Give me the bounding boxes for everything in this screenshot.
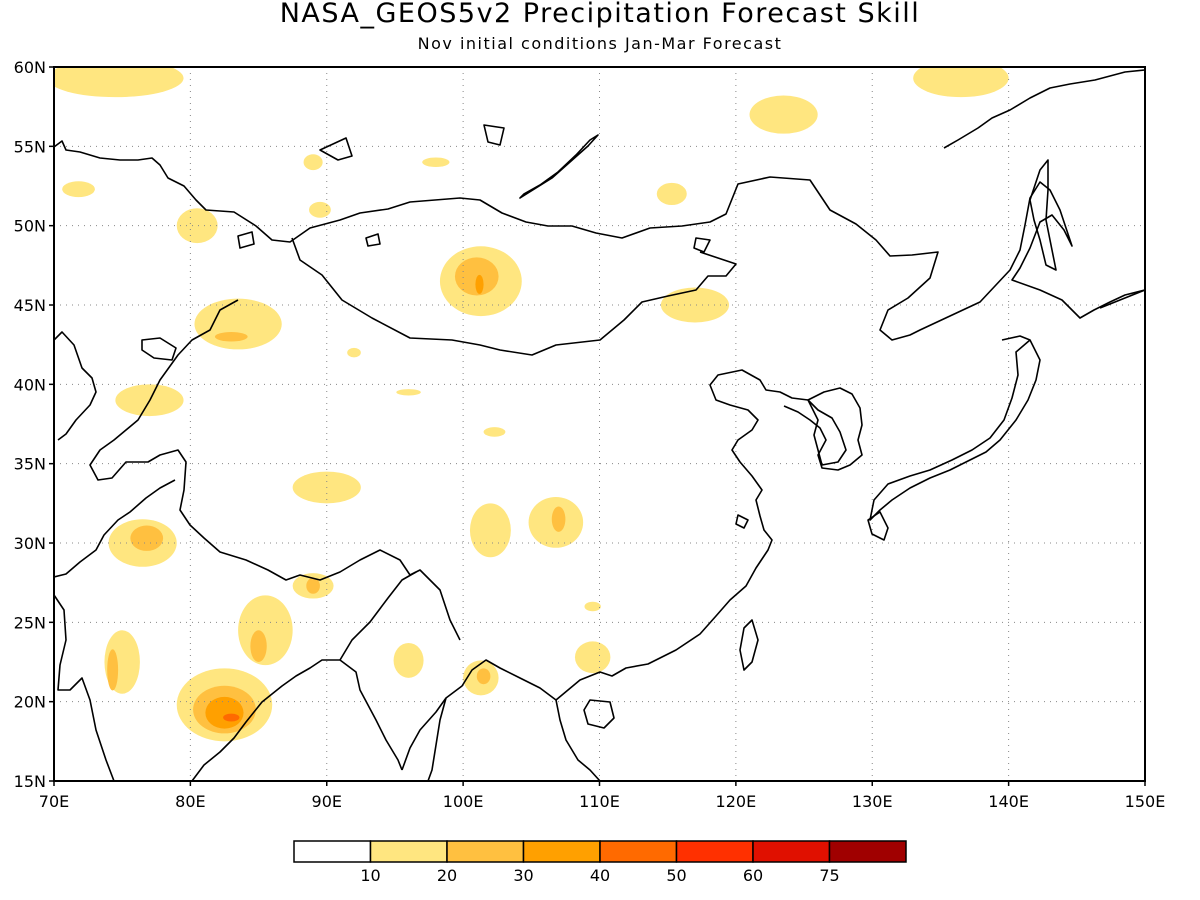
lon-tick-label: 80E bbox=[175, 792, 205, 811]
skill-region-level-2 bbox=[306, 577, 320, 594]
colorbar-label: 40 bbox=[590, 866, 610, 885]
skill-region-level-1 bbox=[309, 201, 331, 218]
axis-ticks: 70E 80E 90E 100E 110E 120E 130E 140E 150E 15N 20N 2… bbox=[14, 58, 1166, 811]
colorbar: 10 20 30 40 50 60 75 bbox=[293, 840, 907, 885]
skill-region-level-1 bbox=[469, 503, 511, 558]
colorbar-swatch bbox=[675, 840, 754, 863]
lon-tick-label: 150E bbox=[1125, 792, 1166, 811]
colorbar-swatch bbox=[522, 840, 601, 863]
lat-tick-label: 45N bbox=[14, 296, 46, 315]
lat-tick-label: 60N bbox=[14, 58, 46, 77]
skill-shading-layer bbox=[54, 67, 1009, 742]
skill-region-level-1 bbox=[176, 208, 218, 244]
skill-region-level-1 bbox=[303, 154, 323, 171]
lat-tick-label: 50N bbox=[14, 217, 46, 236]
skill-region-level-2 bbox=[214, 331, 248, 342]
skill-region-level-2 bbox=[476, 668, 491, 685]
colorbar-label: 30 bbox=[513, 866, 533, 885]
colorbar-swatch bbox=[293, 840, 372, 863]
lon-tick-label: 70E bbox=[39, 792, 69, 811]
skill-region-level-1 bbox=[483, 427, 506, 437]
skill-region-level-1 bbox=[660, 287, 730, 323]
skill-region-level-2 bbox=[130, 525, 164, 551]
skill-region-level-2 bbox=[454, 257, 499, 296]
lat-tick-label: 20N bbox=[14, 693, 46, 712]
lat-tick-label: 30N bbox=[14, 534, 46, 553]
skill-region-level-1 bbox=[584, 601, 601, 612]
grid-lines bbox=[54, 67, 1145, 781]
skill-region-level-1 bbox=[62, 181, 95, 198]
skill-region-level-1 bbox=[913, 67, 1009, 98]
lon-tick-label: 140E bbox=[988, 792, 1029, 811]
skill-region-level-1 bbox=[347, 347, 361, 358]
skill-region-level-3 bbox=[205, 696, 244, 729]
colorbar-swatch bbox=[369, 840, 448, 863]
skill-region-level-1 bbox=[656, 182, 687, 206]
chart-title: NASA_GEOS5v2 Precipitation Forecast Skil… bbox=[279, 0, 921, 29]
colorbar-label: 50 bbox=[666, 866, 686, 885]
lon-tick-label: 110E bbox=[579, 792, 620, 811]
skill-region-level-1 bbox=[54, 67, 184, 98]
skill-region-level-1 bbox=[422, 157, 450, 167]
lat-tick-label: 25N bbox=[14, 613, 46, 632]
colorbar-label: 20 bbox=[437, 866, 457, 885]
lon-tick-label: 100E bbox=[443, 792, 484, 811]
map-frame bbox=[53, 66, 1146, 782]
skill-region-level-1 bbox=[194, 298, 282, 350]
skill-region-level-4 bbox=[223, 713, 240, 722]
skill-region-level-2 bbox=[107, 649, 119, 691]
colorbar-label: 10 bbox=[360, 866, 380, 885]
lat-tick-label: 15N bbox=[14, 772, 46, 791]
skill-region-level-3 bbox=[475, 274, 484, 294]
colorbar-label: 75 bbox=[819, 866, 839, 885]
lon-tick-label: 120E bbox=[716, 792, 757, 811]
skill-region-level-1 bbox=[393, 642, 424, 678]
lon-tick-label: 130E bbox=[852, 792, 893, 811]
colorbar-swatch bbox=[828, 840, 907, 863]
chart-subtitle: Nov initial conditions Jan-Mar Forecast bbox=[417, 34, 783, 53]
colorbar-swatch bbox=[752, 840, 831, 863]
colorbar-swatch bbox=[446, 840, 525, 863]
colorbar-swatch bbox=[599, 840, 678, 863]
lat-tick-label: 40N bbox=[14, 375, 46, 394]
skill-region-level-1 bbox=[396, 389, 421, 396]
colorbar-label: 60 bbox=[743, 866, 763, 885]
skill-region-level-1 bbox=[749, 95, 818, 134]
skill-region-level-2 bbox=[551, 506, 566, 532]
skill-region-level-2 bbox=[250, 630, 267, 663]
lon-tick-label: 90E bbox=[312, 792, 342, 811]
lat-tick-label: 35N bbox=[14, 455, 46, 474]
skill-region-level-1 bbox=[574, 641, 611, 674]
coastlines-and-borders bbox=[54, 69, 1145, 781]
lat-tick-label: 55N bbox=[14, 137, 46, 156]
